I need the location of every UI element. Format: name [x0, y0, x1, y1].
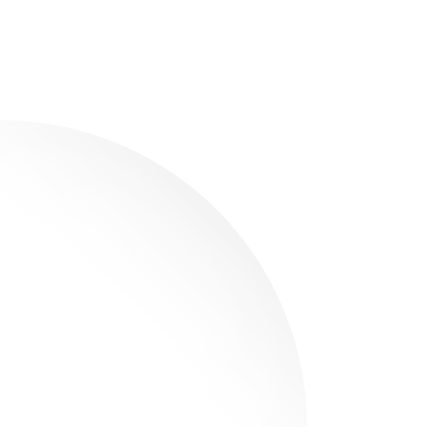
quarter-disc-glow	[0, 120, 307, 427]
